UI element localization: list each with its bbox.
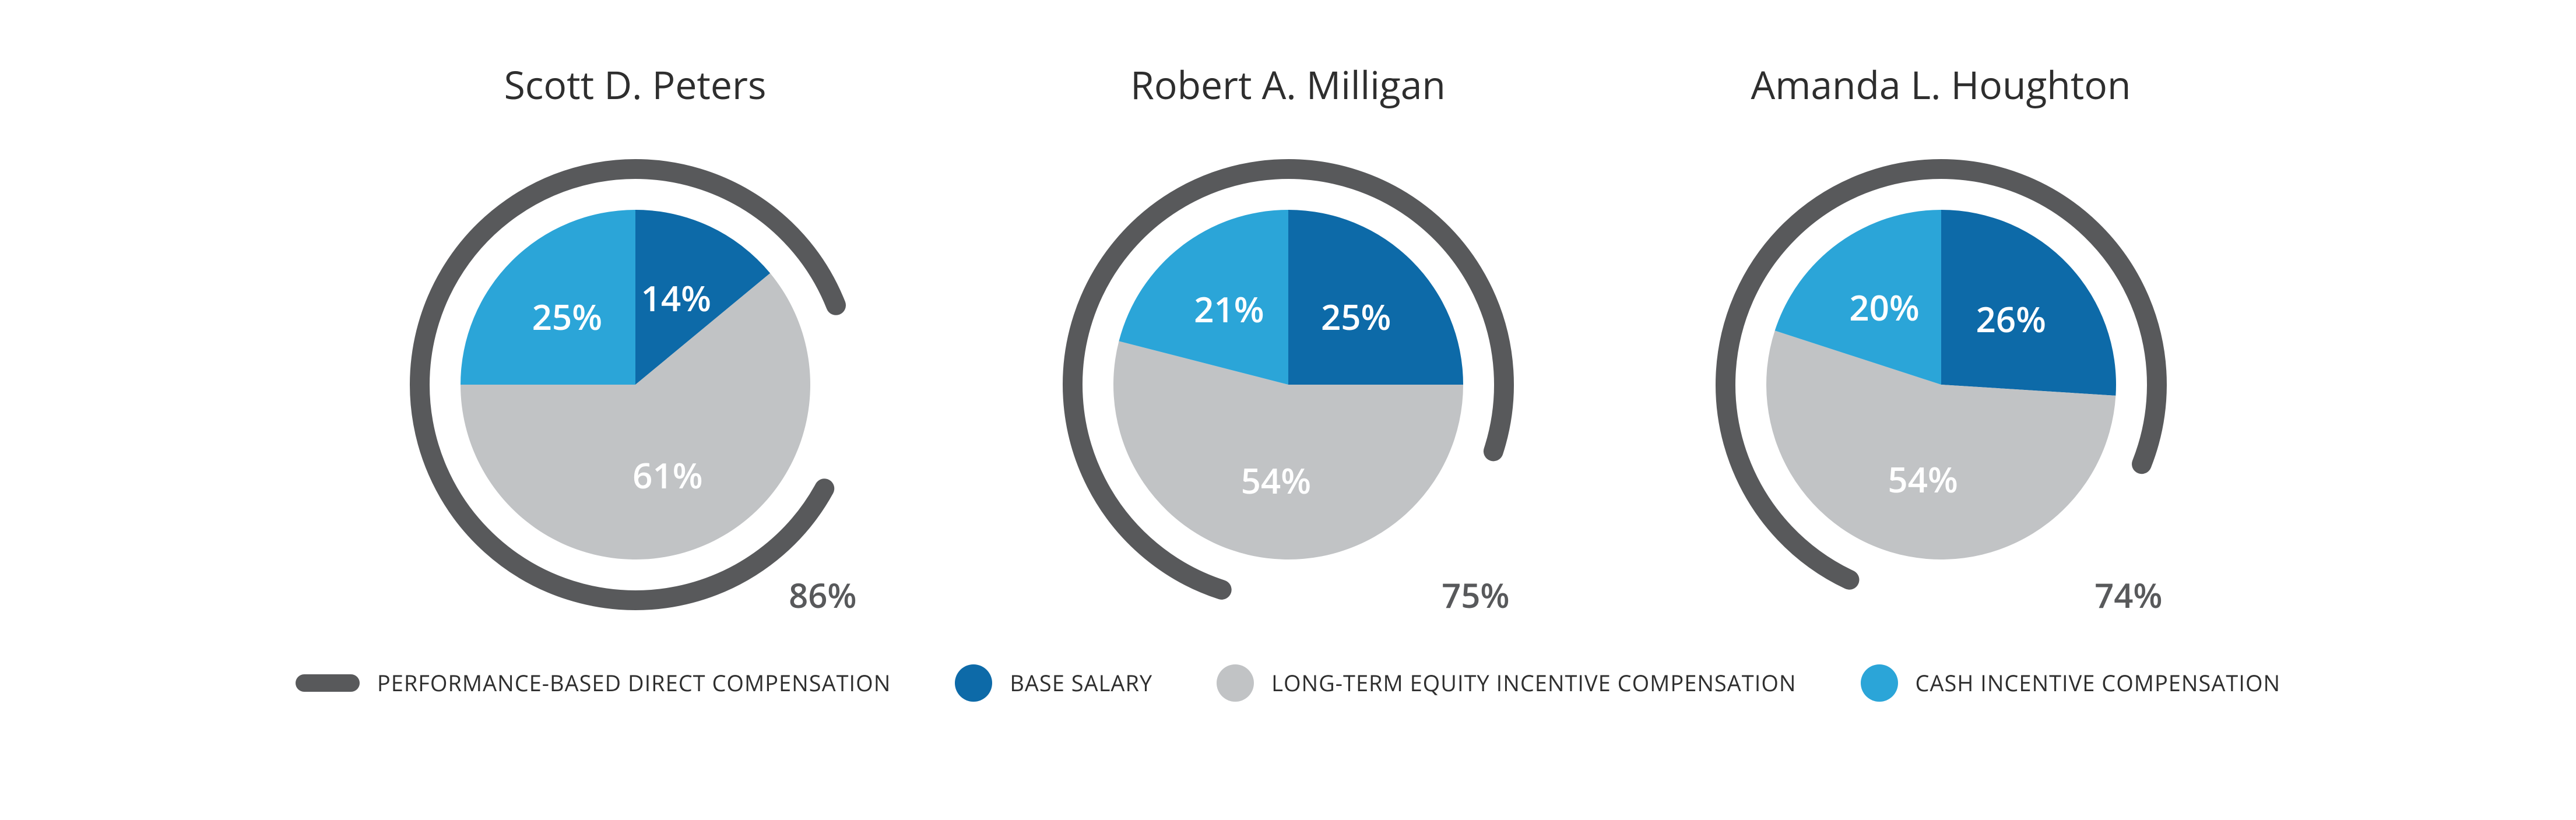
slice-label: 14% [641,274,711,322]
chart-title: Amanda L. Houghton [1751,58,2131,111]
slice-label: 20% [1849,283,1919,331]
legend-item: CASH INCENTIVE COMPENSATION [1861,664,2281,702]
charts-row: Scott D. Peters 14% 61% 25% 86% Robert A. Mil… [0,0,2576,624]
legend-swatch-line [296,674,360,692]
ring-pct-label: 86% [789,572,856,618]
legend-item: BASE SALARY [955,664,1152,702]
slice-label: 21% [1194,285,1264,333]
pie-svg [1049,146,1527,624]
slice-label: 54% [1241,456,1311,504]
legend-item: LONG-TERM EQUITY INCENTIVE COMPENSATION [1217,664,1796,702]
chart-block: Scott D. Peters 14% 61% 25% 86% [396,58,874,624]
slice-label: 54% [1888,455,1958,503]
slice-label: 25% [532,293,602,340]
legend-row: PERFORMANCE-BASED DIRECT COMPENSATION BAS… [0,664,2576,702]
ring-pct-label: 74% [2094,572,2162,618]
legend-label: LONG-TERM EQUITY INCENTIVE COMPENSATION [1271,668,1796,698]
legend-item: PERFORMANCE-BASED DIRECT COMPENSATION [296,668,891,698]
pie-wrap: 14% 61% 25% 86% [396,146,874,624]
ring-pct-label: 75% [1442,572,1509,618]
pie-wrap: 26% 54% 20% 74% [1702,146,2180,624]
legend-swatch-circle [1217,664,1254,702]
legend-label: BASE SALARY [1010,668,1152,698]
pie-svg [396,146,874,624]
pie-wrap: 25% 54% 21% 75% [1049,146,1527,624]
legend-label: CASH INCENTIVE COMPENSATION [1916,668,2281,698]
legend-label: PERFORMANCE-BASED DIRECT COMPENSATION [377,668,891,698]
slice-label: 25% [1321,293,1391,340]
slice-label: 26% [1976,295,2046,343]
chart-title: Scott D. Peters [504,58,767,111]
chart-block: Robert A. Milligan 25% 54% 21% 75% [1049,58,1527,624]
legend-swatch-circle [1861,664,1898,702]
slice-label: 61% [632,451,702,499]
pie-svg [1702,146,2180,624]
chart-title: Robert A. Milligan [1130,58,1446,111]
chart-block: Amanda L. Houghton 26% 54% 20% 74% [1702,58,2180,624]
legend-swatch-circle [955,664,992,702]
